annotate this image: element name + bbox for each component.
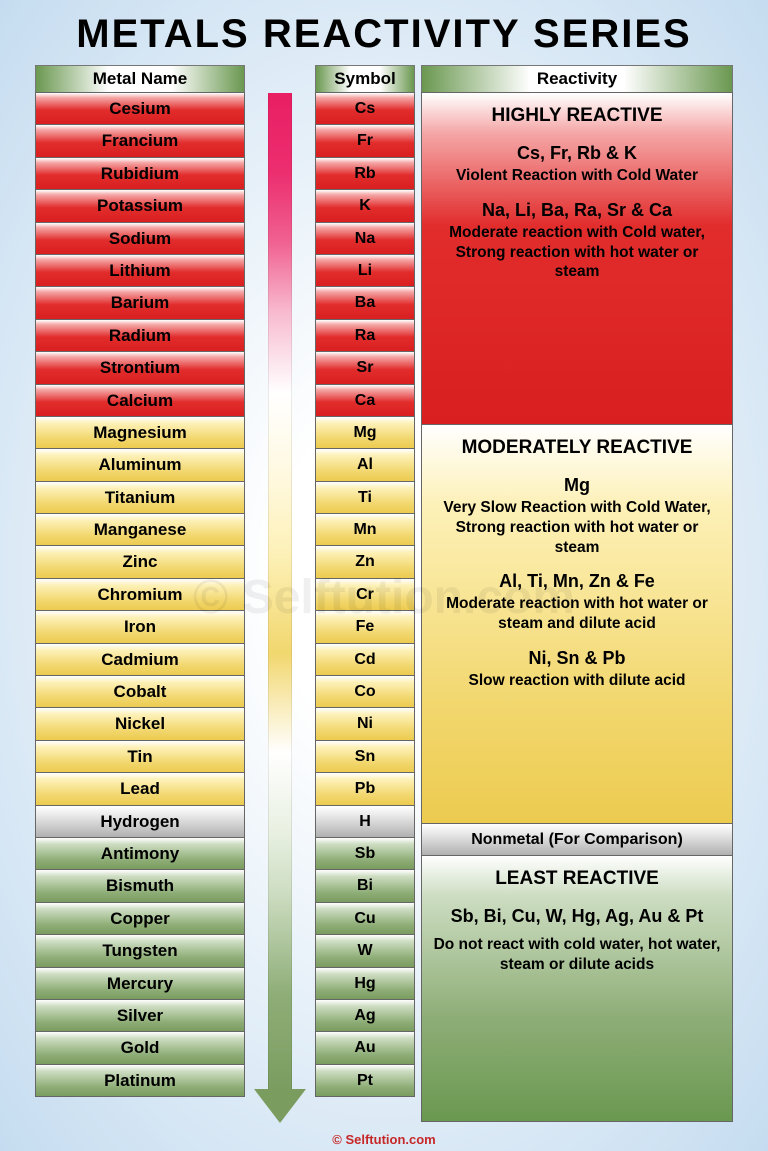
metal-name-row: Rubidium	[35, 157, 245, 190]
reactivity-box-moderate: MODERATELY REACTIVE Mg Very Slow Reactio…	[421, 424, 733, 824]
metal-name-row: Gold	[35, 1031, 245, 1064]
page-title: METALS REACTIVITY SERIES	[0, 0, 768, 65]
metal-symbol-row: Mn	[315, 513, 415, 546]
metal-name-row: Cadmium	[35, 643, 245, 676]
mod-group-0-desc: Very Slow Reaction with Cold Water, Stro…	[432, 498, 722, 557]
metal-name-row: Radium	[35, 319, 245, 352]
metal-symbol-row: K	[315, 189, 415, 222]
reactivity-box-nonmetal: Nonmetal (For Comparison)	[421, 823, 733, 856]
metal-name-row: Iron	[35, 610, 245, 643]
metal-symbol-row: Ra	[315, 319, 415, 352]
mod-group-1-desc: Moderate reaction with hot water or stea…	[432, 594, 722, 634]
metal-name-row: Francium	[35, 124, 245, 157]
header-symbol: Symbol	[315, 65, 415, 93]
metal-name-row: Sodium	[35, 222, 245, 255]
metal-symbol-row: Fr	[315, 124, 415, 157]
metal-name-row: Tin	[35, 740, 245, 773]
metal-symbol-row: Pt	[315, 1064, 415, 1097]
metal-name-row: Chromium	[35, 578, 245, 611]
metal-name-row: Cobalt	[35, 675, 245, 708]
metal-symbol-row: Au	[315, 1031, 415, 1064]
metal-symbol-row: Ba	[315, 286, 415, 319]
metal-symbol-row: Na	[315, 222, 415, 255]
metal-symbol-row: W	[315, 934, 415, 967]
metal-name-row: Nickel	[35, 707, 245, 740]
metal-symbol-row: Rb	[315, 157, 415, 190]
mod-group-2-desc: Slow reaction with dilute acid	[432, 671, 722, 691]
metal-symbol-row: H	[315, 805, 415, 838]
column-symbol: Symbol CsFrRbKNaLiBaRaSrCaMgAlTiMnZnCrFe…	[315, 65, 415, 1122]
metal-symbol-row: Cd	[315, 643, 415, 676]
reactivity-box-least: LEAST REACTIVE Sb, Bi, Cu, W, Hg, Ag, Au…	[421, 855, 733, 1122]
metal-symbol-row: Co	[315, 675, 415, 708]
metal-name-row: Strontium	[35, 351, 245, 384]
reactivity-arrow-head-icon	[254, 1089, 306, 1123]
metal-name-row: Manganese	[35, 513, 245, 546]
metal-symbol-row: Bi	[315, 869, 415, 902]
metal-symbol-row: Sr	[315, 351, 415, 384]
metal-symbol-row: Sb	[315, 837, 415, 870]
metal-name-row: Tungsten	[35, 934, 245, 967]
metal-symbol-row: Hg	[315, 967, 415, 1000]
metal-symbol-row: Ca	[315, 384, 415, 417]
metal-symbol-row: Fe	[315, 610, 415, 643]
footer-credit: © Selftution.com	[0, 1132, 768, 1147]
high-group-1-elements: Na, Li, Ba, Ra, Sr & Ca	[432, 200, 722, 221]
metal-name-row: Cesium	[35, 92, 245, 125]
metal-name-row: Mercury	[35, 967, 245, 1000]
metal-symbol-row: Cu	[315, 902, 415, 935]
metal-symbol-row: Mg	[315, 416, 415, 449]
metal-symbol-row: Cs	[315, 92, 415, 125]
metal-name-row: Lead	[35, 772, 245, 805]
mod-heading: MODERATELY REACTIVE	[432, 437, 722, 459]
column-reactivity: Reactivity HIGHLY REACTIVE Cs, Fr, Rb & …	[415, 65, 733, 1122]
least-group-0-desc: Do not react with cold water, hot water,…	[432, 935, 722, 975]
reactivity-arrow-shaft	[268, 93, 292, 1093]
metal-name-row: Platinum	[35, 1064, 245, 1097]
metal-symbol-row: Sn	[315, 740, 415, 773]
metal-symbol-row: Ni	[315, 707, 415, 740]
column-arrow	[245, 65, 315, 1122]
metal-symbol-row: Zn	[315, 545, 415, 578]
least-heading: LEAST REACTIVE	[432, 868, 722, 890]
metal-name-row: Lithium	[35, 254, 245, 287]
mod-group-2-elements: Ni, Sn & Pb	[432, 648, 722, 669]
header-metal-name: Metal Name	[35, 65, 245, 93]
metal-symbol-row: Al	[315, 448, 415, 481]
metal-name-row: Silver	[35, 999, 245, 1032]
metal-name-row: Magnesium	[35, 416, 245, 449]
metal-name-row: Potassium	[35, 189, 245, 222]
metal-name-row: Zinc	[35, 545, 245, 578]
high-heading: HIGHLY REACTIVE	[432, 105, 722, 127]
metal-symbol-row: Cr	[315, 578, 415, 611]
metal-symbol-row: Li	[315, 254, 415, 287]
metal-name-row: Antimony	[35, 837, 245, 870]
high-group-0-desc: Violent Reaction with Cold Water	[432, 166, 722, 186]
metal-symbol-row: Pb	[315, 772, 415, 805]
reactivity-box-high: HIGHLY REACTIVE Cs, Fr, Rb & K Violent R…	[421, 92, 733, 425]
metal-symbol-row: Ti	[315, 481, 415, 514]
content-grid: Metal Name CesiumFranciumRubidiumPotassi…	[0, 65, 768, 1122]
metal-name-row: Hydrogen	[35, 805, 245, 838]
metal-name-row: Barium	[35, 286, 245, 319]
metal-name-row: Bismuth	[35, 869, 245, 902]
high-group-1-desc: Moderate reaction with Cold water, Stron…	[432, 223, 722, 282]
header-reactivity: Reactivity	[421, 65, 733, 93]
metal-name-row: Copper	[35, 902, 245, 935]
metal-name-row: Calcium	[35, 384, 245, 417]
least-group-0-elements: Sb, Bi, Cu, W, Hg, Ag, Au & Pt	[432, 906, 722, 927]
column-metal-name: Metal Name CesiumFranciumRubidiumPotassi…	[35, 65, 245, 1122]
metal-name-row: Titanium	[35, 481, 245, 514]
high-group-0-elements: Cs, Fr, Rb & K	[432, 143, 722, 164]
mod-group-1-elements: Al, Ti, Mn, Zn & Fe	[432, 571, 722, 592]
metal-name-row: Aluminum	[35, 448, 245, 481]
metal-symbol-row: Ag	[315, 999, 415, 1032]
mod-group-0-elements: Mg	[432, 475, 722, 496]
